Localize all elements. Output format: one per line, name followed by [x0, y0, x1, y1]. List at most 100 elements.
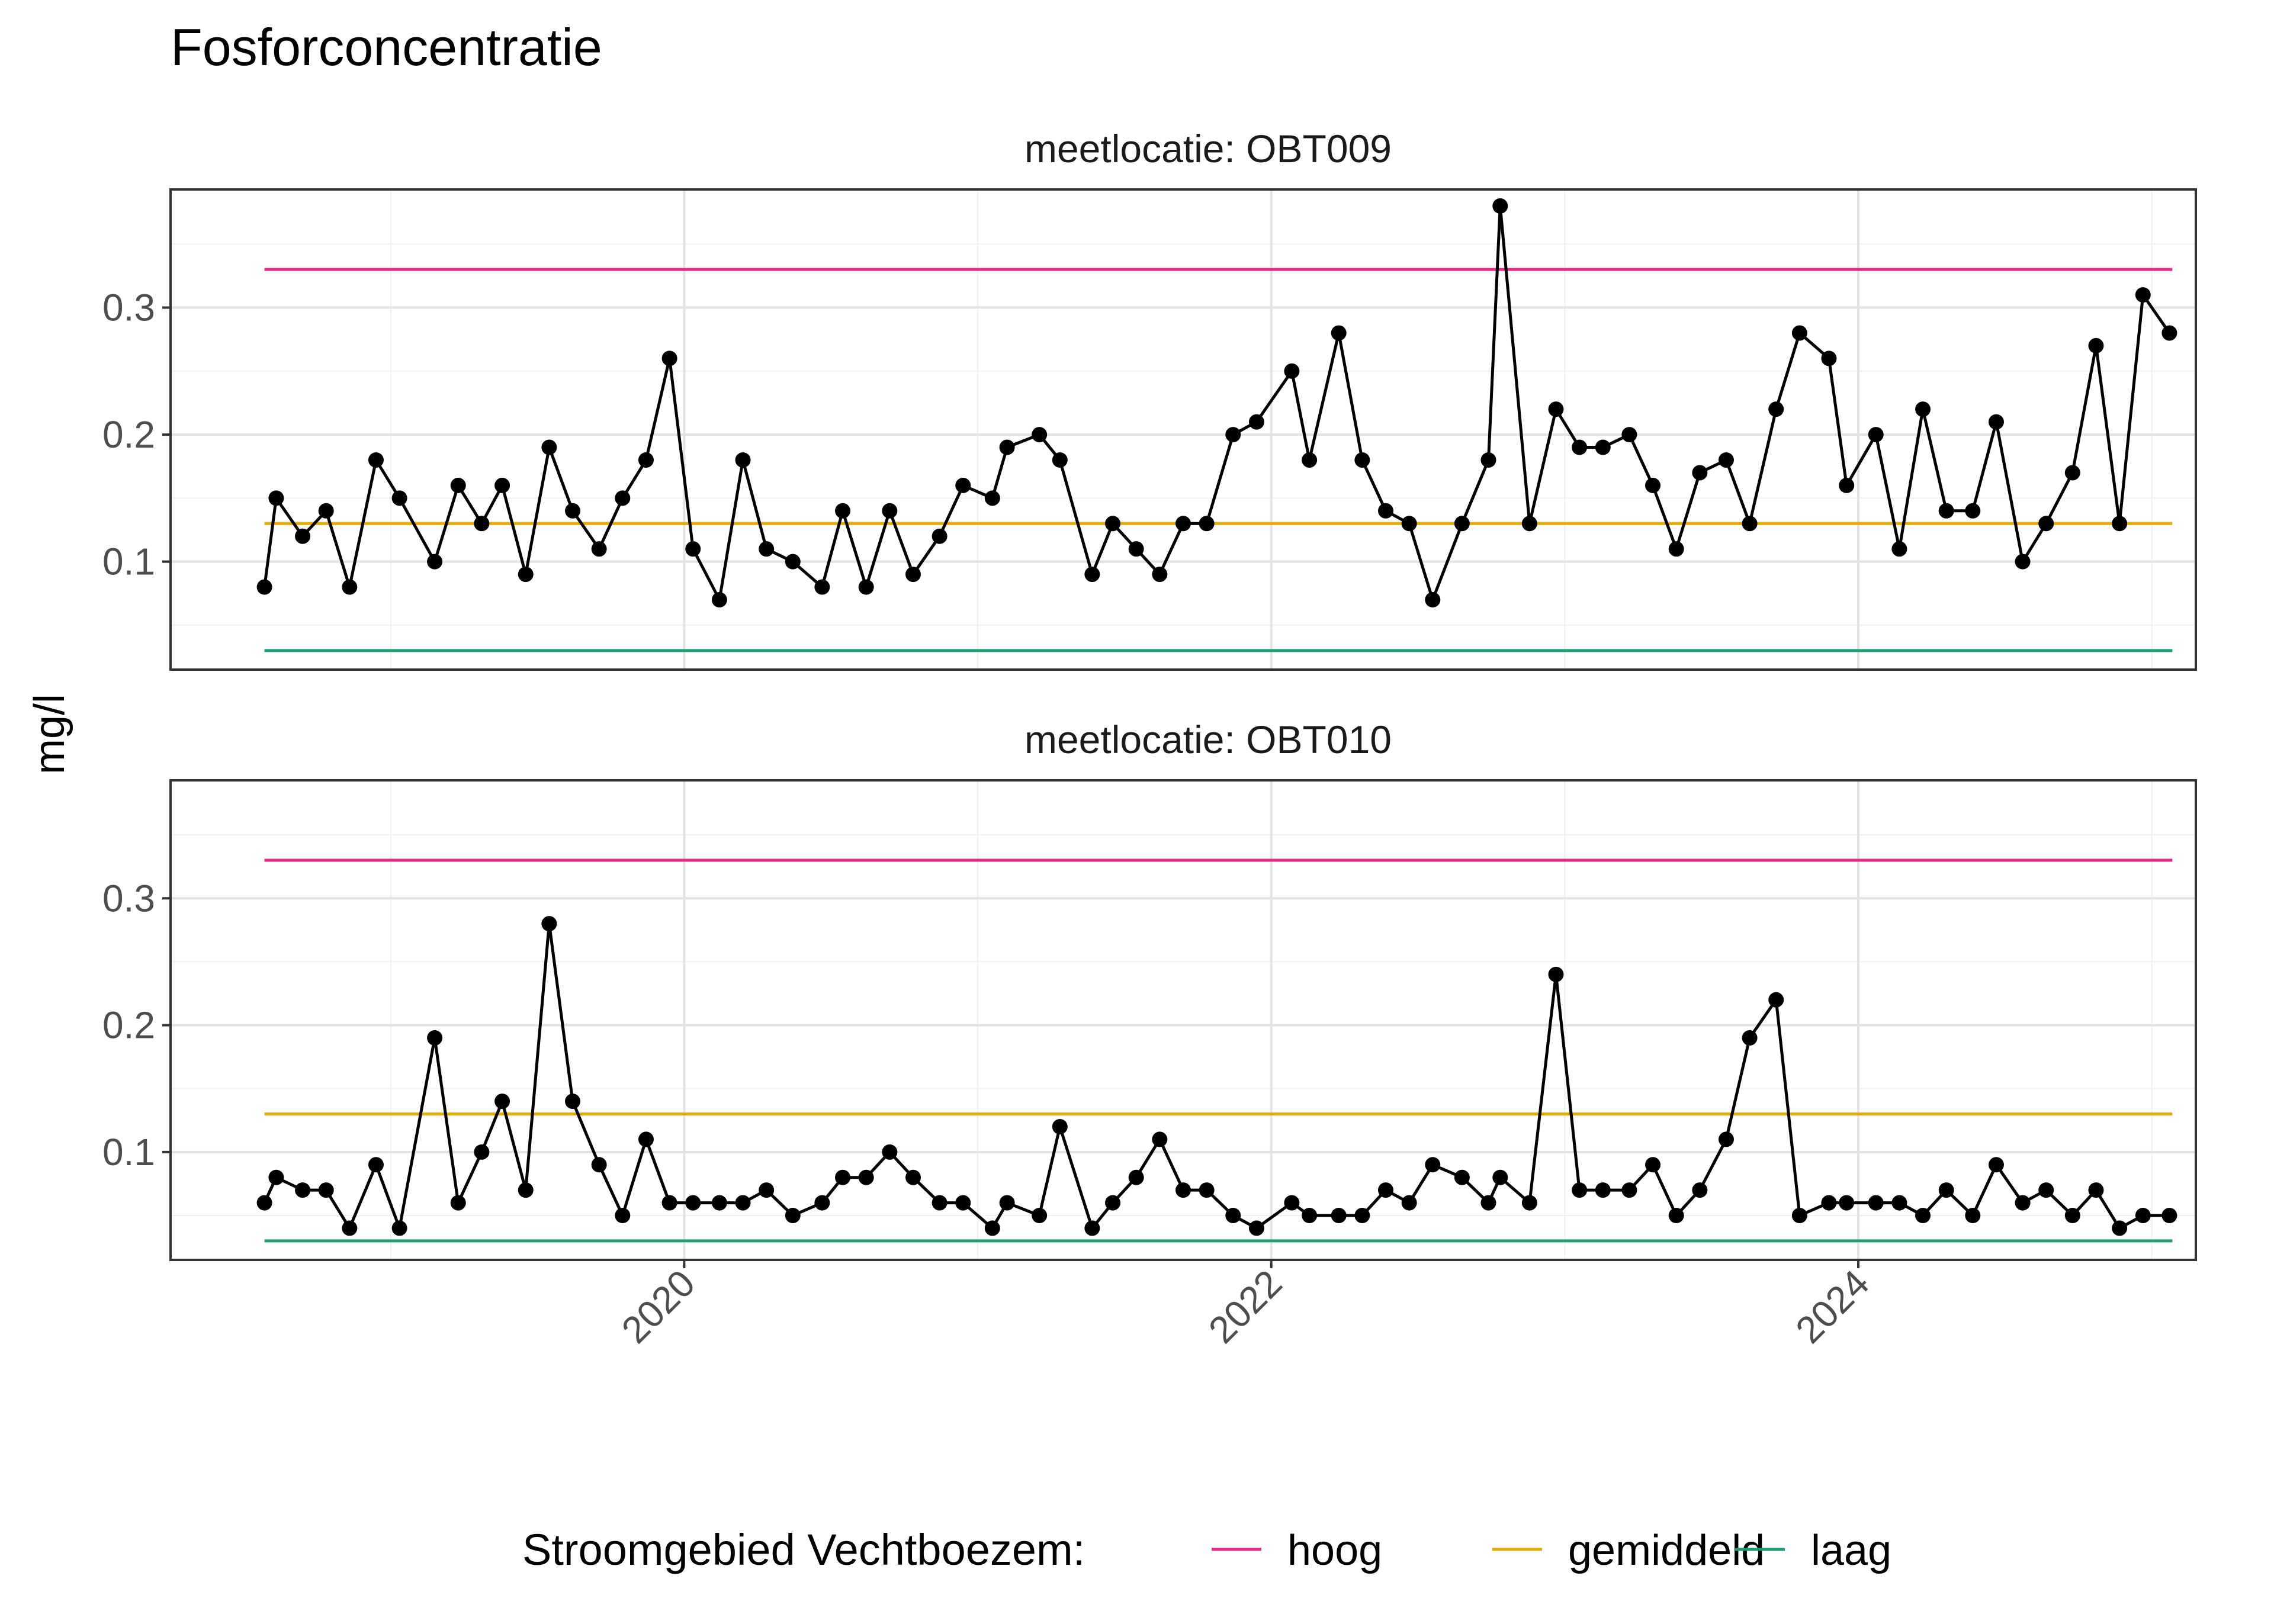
- data-point: [1548, 966, 1564, 982]
- data-point: [1791, 325, 1807, 341]
- data-point: [1480, 452, 1496, 468]
- data-point: [1084, 1220, 1100, 1236]
- data-point: [1175, 1182, 1191, 1198]
- data-point: [368, 1157, 384, 1173]
- data-point: [2038, 516, 2054, 532]
- data-point: [1868, 427, 1884, 443]
- data-point: [711, 1195, 727, 1211]
- data-point: [1331, 325, 1347, 341]
- data-point: [2112, 1220, 2128, 1236]
- data-point: [427, 1030, 443, 1046]
- data-point: [1225, 427, 1241, 443]
- data-point: [1692, 1182, 1708, 1198]
- panel-obt010: meetlocatie: OBT010 0.1 0.2 0.3: [102, 718, 2197, 1261]
- x-tick-label: 2020: [614, 1262, 704, 1352]
- data-point: [391, 490, 407, 506]
- data-point: [1821, 1195, 1837, 1211]
- data-point: [2064, 465, 2080, 481]
- data-point: [1248, 1220, 1264, 1236]
- data-point: [565, 503, 581, 519]
- data-point: [518, 567, 534, 583]
- data-point: [759, 541, 775, 557]
- data-point: [591, 541, 607, 557]
- data-point: [1621, 1182, 1637, 1198]
- data-point: [474, 1144, 490, 1160]
- data-point: [1152, 1131, 1168, 1147]
- legend: Stroomgebied Vechtboezem: hoog gemiddeld l…: [522, 1525, 1891, 1574]
- data-point: [2135, 287, 2151, 303]
- panel-strip-obt009: meetlocatie: OBT009: [1024, 127, 1392, 171]
- data-point: [518, 1182, 534, 1198]
- data-point: [1915, 1208, 1931, 1223]
- data-point: [661, 350, 677, 366]
- data-point: [318, 1182, 334, 1198]
- data-point: [1480, 1195, 1496, 1211]
- data-point: [2038, 1182, 2054, 1198]
- data-point: [494, 477, 510, 493]
- panel-strip-obt010: meetlocatie: OBT010: [1024, 718, 1392, 761]
- data-point: [932, 528, 948, 544]
- data-point: [1454, 516, 1470, 532]
- data-point: [1331, 1208, 1347, 1223]
- y-tick-label: 0.1: [102, 1131, 155, 1173]
- data-point: [1768, 992, 1784, 1008]
- data-point: [1284, 363, 1300, 379]
- data-point: [858, 1169, 874, 1185]
- data-point: [1692, 465, 1708, 481]
- data-point: [2015, 554, 2031, 570]
- data-point: [1492, 1169, 1508, 1185]
- legend-label-gemiddeld: gemiddeld: [1568, 1527, 1765, 1574]
- data-point: [1225, 1208, 1241, 1223]
- series-line: [263, 204, 2171, 602]
- data-point: [2088, 1182, 2104, 1198]
- data-point: [1032, 1208, 1048, 1223]
- data-point: [735, 452, 751, 468]
- data-point: [474, 516, 490, 532]
- data-point: [1988, 1157, 2004, 1173]
- data-point: [2015, 1195, 2031, 1211]
- data-point: [932, 1195, 948, 1211]
- data-point: [1645, 477, 1661, 493]
- x-axis: 2020 2022 2024: [614, 1260, 1877, 1352]
- data-point: [785, 1208, 801, 1223]
- data-point: [2064, 1208, 2080, 1223]
- data-point: [1938, 1182, 1954, 1198]
- y-tick-label: 0.2: [102, 1004, 155, 1047]
- data-point: [1668, 541, 1684, 557]
- data-point: [1354, 1208, 1370, 1223]
- data-point: [1768, 401, 1784, 417]
- data-point: [1621, 427, 1637, 443]
- data-point: [1199, 516, 1215, 532]
- data-point: [256, 1195, 272, 1211]
- data-point: [1791, 1208, 1807, 1223]
- data-point: [1128, 541, 1144, 557]
- data-point: [984, 490, 1000, 506]
- data-point: [268, 490, 284, 506]
- data-point: [1868, 1195, 1884, 1211]
- data-point: [295, 528, 311, 544]
- data-point: [685, 1195, 701, 1211]
- data-point: [905, 567, 921, 583]
- data-point: [2135, 1208, 2151, 1223]
- data-point: [450, 477, 466, 493]
- data-point: [638, 452, 654, 468]
- panel-obt009: meetlocatie: OBT009 0.1 0.2 0.3: [102, 127, 2197, 671]
- x-tick-label: 2022: [1200, 1262, 1290, 1352]
- data-point: [565, 1094, 581, 1110]
- data-point: [905, 1169, 921, 1185]
- data-point: [735, 1195, 751, 1211]
- panel-border: [169, 779, 2197, 1261]
- data-point: [999, 439, 1015, 455]
- y-tick-label: 0.2: [102, 413, 155, 456]
- data-point: [342, 1220, 358, 1236]
- data-point: [1454, 1169, 1470, 1185]
- data-point: [1645, 1157, 1661, 1173]
- data-point: [1891, 541, 1907, 557]
- data-point: [1915, 401, 1931, 417]
- data-point: [1105, 516, 1121, 532]
- data-point: [1175, 516, 1191, 532]
- data-point: [1839, 477, 1855, 493]
- data-point: [1891, 1195, 1907, 1211]
- data-point: [785, 554, 801, 570]
